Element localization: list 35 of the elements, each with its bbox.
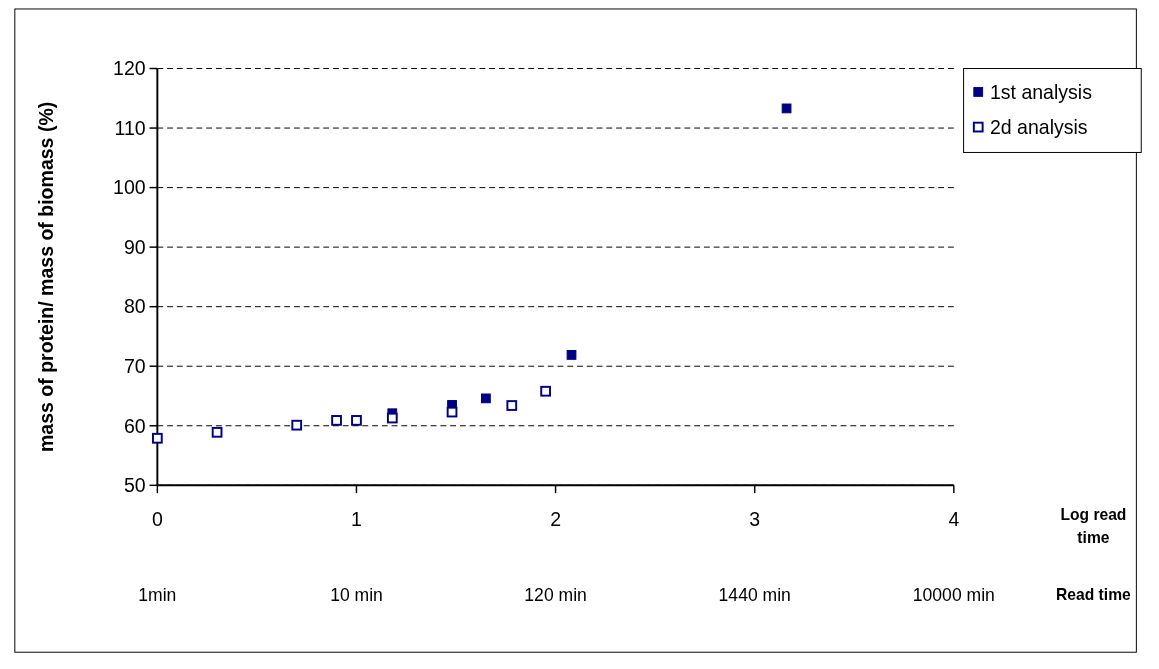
y-axis-title: mass of protein/ mass of biomass (%) <box>34 101 57 453</box>
y-tick-label: 60 <box>123 414 146 437</box>
point <box>331 415 342 426</box>
y-tick-label: 50 <box>123 474 146 497</box>
y-tick-label: 100 <box>113 176 146 199</box>
point <box>291 419 303 431</box>
y-tick-label: 110 <box>114 116 146 139</box>
legend-label: 1st analysis <box>989 80 1093 103</box>
point <box>351 415 362 426</box>
point <box>481 393 491 404</box>
text: Read time <box>1056 586 1132 604</box>
text: 1440 min <box>718 585 791 606</box>
legend-label: 2d analysis <box>989 115 1088 138</box>
y-tick-label: 120 <box>113 57 146 80</box>
y-tick-label: 80 <box>123 295 146 318</box>
point <box>781 103 792 114</box>
text: 1min <box>138 585 177 606</box>
point <box>566 350 577 360</box>
point <box>386 412 398 424</box>
x-tick-label: 0 <box>151 508 163 531</box>
point <box>506 400 518 411</box>
y-tick-label: 90 <box>123 235 146 258</box>
text: 120 min <box>524 585 587 606</box>
point <box>446 406 458 418</box>
x-tick-label: 4 <box>948 508 960 531</box>
x-tick-label: 3 <box>749 508 761 531</box>
text: Log read time <box>1060 506 1127 546</box>
text: 10 min <box>330 585 383 606</box>
x-tick-label: 2 <box>550 508 562 531</box>
y-tick-label: 70 <box>123 355 146 378</box>
x-tick-label: 1 <box>351 508 362 531</box>
point <box>540 385 551 397</box>
point <box>151 432 163 444</box>
text: 10000 min <box>912 585 995 606</box>
point <box>211 426 223 438</box>
